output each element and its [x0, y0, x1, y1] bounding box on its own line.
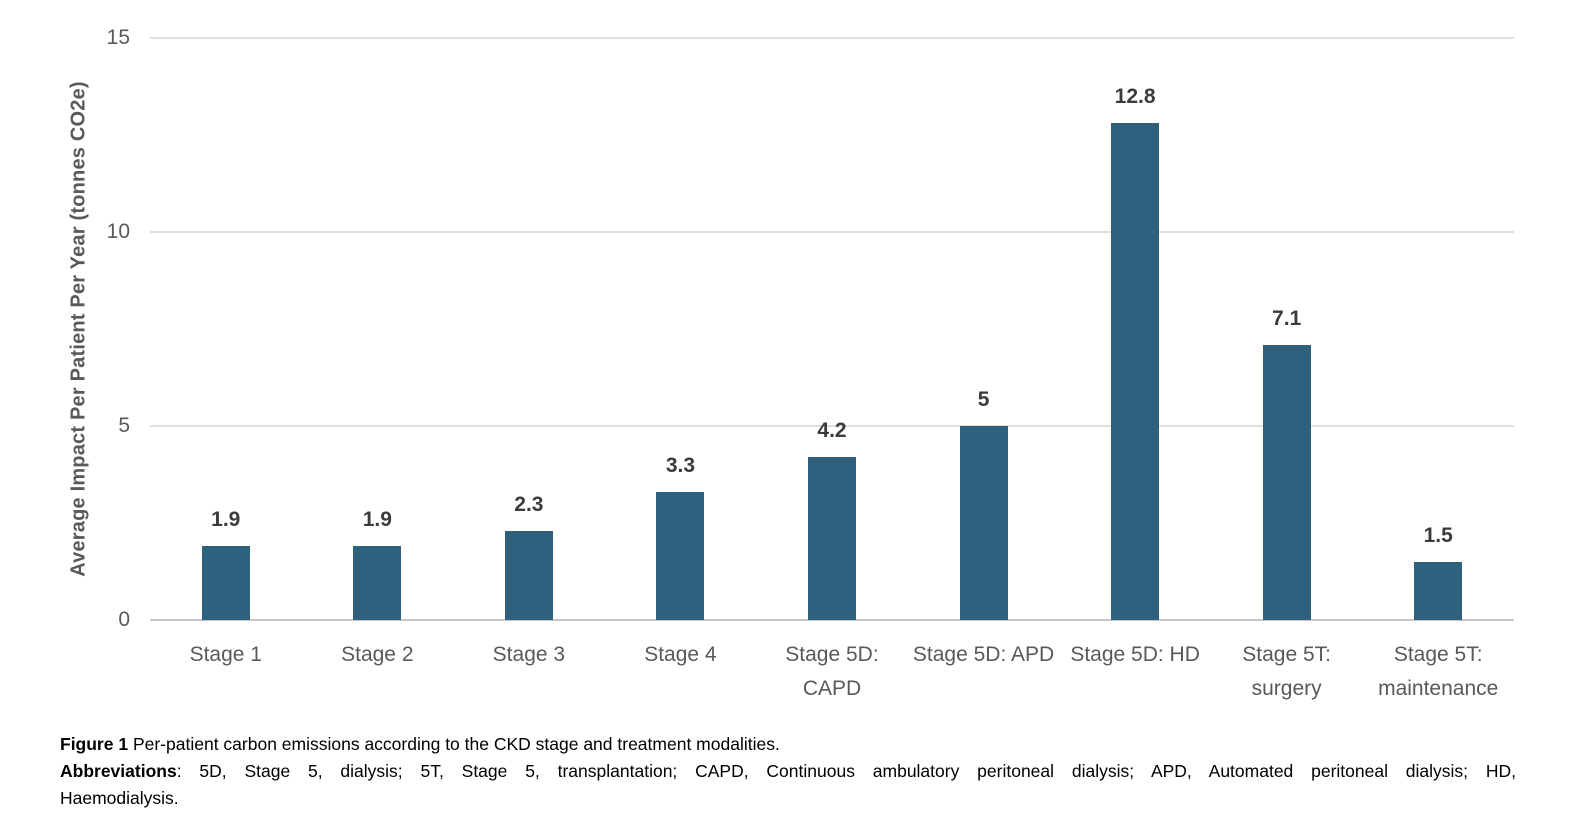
bar-value-label: 7.1	[1272, 306, 1302, 330]
gridline	[150, 37, 1514, 39]
figure-caption-title: Figure 1 Per-patient carbon emissions ac…	[60, 731, 1516, 758]
bar	[959, 426, 1008, 620]
bar-chart: Average Impact Per Patient Per Year (ton…	[67, 26, 1514, 706]
y-tick-label: 15	[106, 26, 130, 49]
bar	[808, 457, 856, 620]
x-category-label-line: Stage 5T:	[1242, 643, 1332, 666]
x-category-label-line: Stage 5D: APD	[912, 643, 1055, 666]
y-tick-label: 10	[106, 220, 130, 243]
x-category-label-line: Stage 5D: HD	[1070, 643, 1200, 666]
x-category-label: Stage 5D: APD	[908, 638, 1060, 672]
bar	[1414, 561, 1463, 620]
x-category-label-line: CAPD	[802, 677, 862, 700]
x-category-label: Stage 3	[453, 638, 605, 672]
bar-value-label: 12.8	[1114, 85, 1156, 109]
x-category-label: Stage 4	[605, 638, 757, 672]
bar	[1111, 123, 1160, 620]
bar-value-label: 1.9	[362, 508, 392, 532]
bar-value-label: 3.3	[665, 453, 696, 477]
abbreviations-line: Abbreviations: 5D, Stage 5, dialysis; 5T…	[60, 758, 1516, 785]
bar-value-label: 5	[977, 388, 990, 411]
x-category-label-line: surgery	[1251, 677, 1322, 700]
x-category-label: Stage 5D: CAPD	[756, 638, 908, 706]
figure-caption: Figure 1 Per-patient carbon emissions ac…	[60, 731, 1516, 812]
bar	[504, 530, 553, 620]
x-category-label-line: maintenance	[1378, 677, 1499, 700]
y-tick-label: 5	[118, 414, 130, 437]
bar-value-label: 2.3	[514, 492, 544, 516]
bar	[1262, 344, 1311, 620]
y-axis-title: Average Impact Per Patient Per Year (ton…	[67, 81, 90, 577]
x-category-label-line: Stage 1	[189, 643, 262, 666]
figure-caption-text: Per-patient carbon emissions according t…	[132, 734, 780, 754]
gridline	[150, 231, 1514, 233]
x-category-label-line: Stage 4	[644, 643, 717, 666]
x-category-label-line: Stage 5T:	[1393, 643, 1483, 666]
bar-value-label: 4.2	[817, 419, 847, 443]
bar-value-label: 1.9	[211, 508, 241, 532]
x-category-label-line: Stage 5D:	[785, 643, 879, 666]
abbreviations-label: Abbreviations	[60, 761, 177, 781]
x-category-label: Stage 1	[150, 638, 302, 672]
x-category-label: Stage 5D: HD	[1059, 638, 1211, 672]
figure-label: Figure 1	[60, 734, 129, 754]
bar	[656, 491, 705, 620]
x-category-label-line: Stage 2	[341, 643, 414, 666]
bar	[353, 546, 402, 620]
gridline	[150, 425, 1514, 427]
bar-value-label: 1.5	[1423, 523, 1453, 547]
x-category-label: Stage 2	[302, 638, 454, 672]
bar	[201, 546, 250, 620]
x-category-label: Stage 5T: surgery	[1211, 638, 1363, 706]
abbreviations-text: : 5D, Stage 5, dialysis; 5T, Stage 5, tr…	[176, 761, 1516, 781]
x-category-label-line: Stage 3	[492, 643, 566, 666]
abbreviations-last-line: Haemodialysis.	[60, 788, 179, 808]
x-category-label: Stage 5T: maintenance	[1362, 638, 1514, 706]
y-tick-label: 0	[118, 608, 130, 631]
x-axis-line	[150, 619, 1514, 621]
